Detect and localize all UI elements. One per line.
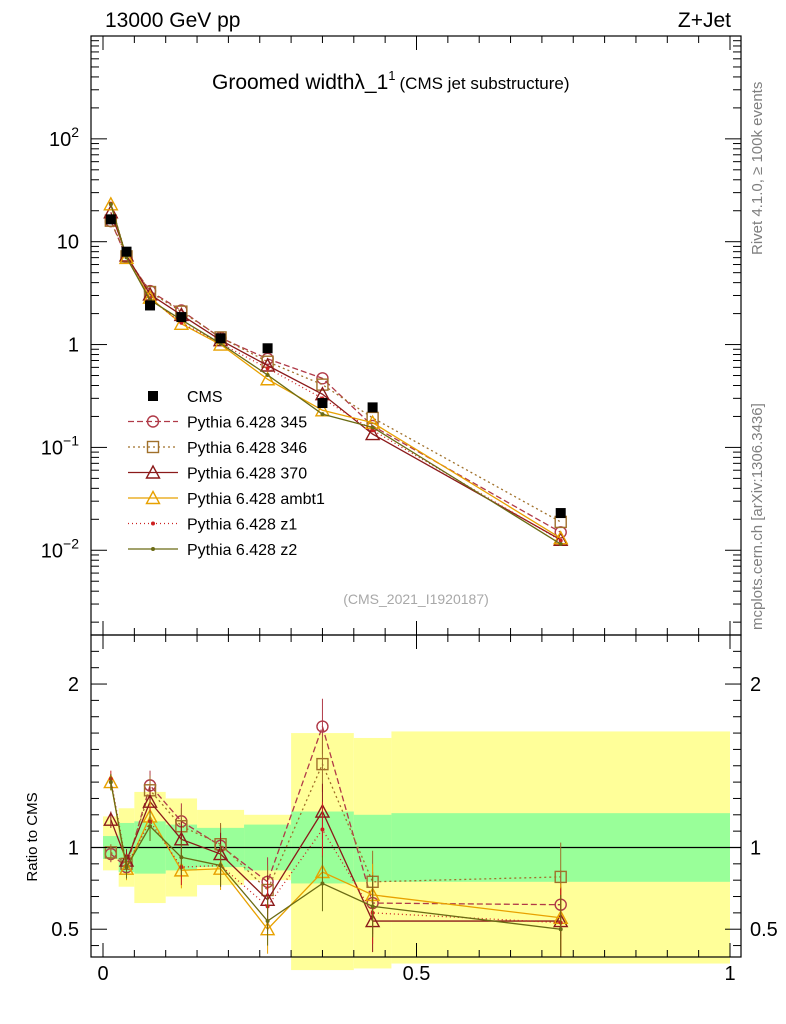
upper-series-point [558, 542, 563, 547]
upper-series-line [110, 203, 562, 542]
legend-label: Pythia 6.428 346 [187, 440, 307, 457]
legend-cms-label: CMS [187, 389, 223, 406]
ratio-series-point [316, 720, 329, 733]
cms-data-point [105, 214, 116, 225]
lower-y-tick-label-right: 2 [750, 674, 761, 696]
ratio-series-point [108, 780, 113, 785]
upper-series-line [110, 220, 562, 533]
x-tick-label: 1 [724, 963, 735, 985]
legend-marker [145, 464, 161, 479]
upper-series-point [370, 428, 375, 433]
ratio-series-point [218, 863, 223, 868]
legend-label: Pythia 6.428 ambt1 [187, 491, 325, 508]
ratio-series-point [124, 865, 129, 870]
mcplots-credit: mcplots.cern.ch [arXiv:1306.3436] [749, 403, 766, 630]
ratio-series-point [104, 846, 118, 859]
upper-series-point [370, 425, 375, 430]
ratio-series-point [558, 927, 563, 932]
tick-exponent: 2 [71, 124, 79, 140]
ratio-uncertainty-bands [103, 731, 730, 971]
legend-marker [146, 415, 160, 428]
legend-label: Pythia 6.428 345 [187, 415, 307, 432]
cms-data-point [317, 398, 328, 409]
tick-base: 10 [41, 437, 63, 459]
upper-series-point [173, 315, 190, 331]
process-label: Z+Jet [678, 9, 731, 32]
upper-series-point [316, 378, 329, 391]
upper-series-point [558, 538, 563, 543]
ratio-series-point [370, 904, 375, 909]
tick-exponent: −2 [63, 535, 79, 551]
legend-label: Pythia 6.428 z1 [187, 517, 297, 534]
upper-series-line [110, 220, 562, 523]
legend-marker [151, 521, 155, 526]
ratio-series-point [265, 919, 270, 924]
upper-series-point [108, 202, 113, 207]
cms-data-point [176, 312, 187, 323]
tick-base: 10 [57, 232, 79, 254]
legend: CMS Pythia 6.428 345 Pythia 6.428 346 Pythi… [128, 389, 325, 559]
x-tick-label: 0 [97, 963, 108, 985]
upper-series-point [364, 426, 381, 441]
upper-series-point [259, 371, 276, 386]
upper-series-point [265, 366, 270, 371]
cms-data-point [367, 402, 378, 413]
upper-series-point [259, 357, 276, 372]
upper-y-tick-label: 102 [49, 124, 79, 151]
cms-data-point [262, 343, 273, 354]
lower-y-tick-label: 2 [68, 674, 79, 696]
tick-base: 1 [68, 335, 79, 357]
ratio-series-point [320, 881, 325, 886]
upper-y-tick-label: 10 [57, 232, 79, 254]
cms-data-point [555, 508, 566, 519]
ratio-series-point [320, 827, 325, 832]
ratio-series-point [316, 757, 329, 771]
tick-exponent: −1 [63, 432, 79, 448]
analysis-watermark: (CMS_2021_I1920187) [343, 591, 489, 607]
legend-marker [145, 490, 161, 505]
legend-label: Pythia 6.428 370 [187, 466, 307, 483]
upper-series-point [103, 196, 119, 211]
ratio-series-point [103, 811, 119, 826]
plot-title-suffix: (CMS jet substructure) [400, 74, 570, 93]
ratio-series-point [148, 824, 153, 829]
upper-y-tick-label: 10−1 [41, 432, 79, 459]
upper-series-point [118, 249, 135, 265]
upper-y-tick-label: 1 [68, 335, 79, 357]
x-tick-label: 0.5 [403, 963, 431, 985]
legend-cms-marker [148, 391, 158, 401]
cms-data-point [121, 246, 132, 257]
plot-title: Groomed widthλ_11 (CMS jet substructure) [212, 68, 570, 94]
ratio-series-point [554, 870, 567, 884]
upper-y-tick-label: 10−2 [41, 535, 79, 562]
legend-label: Pythia 6.428 z2 [187, 542, 297, 559]
upper-series-point [320, 412, 325, 417]
plot-title-main: Groomed widthλ_1 [212, 71, 388, 94]
upper-series-line [110, 204, 562, 539]
upper-series-point [554, 515, 567, 529]
lower-y-tick-label-right: 0.5 [750, 919, 778, 941]
legend-marker [151, 547, 155, 551]
upper-series-point [212, 336, 229, 351]
ratio-ylabel: Ratio to CMS [24, 792, 41, 881]
cms-data-point [215, 333, 226, 344]
ratio-series-point [179, 855, 184, 860]
upper-series-line [110, 204, 562, 545]
cms-data-point [145, 300, 156, 311]
lower-y-tick-label: 0.5 [51, 919, 79, 941]
legend-marker [146, 440, 160, 454]
lower-y-tick-label: 1 [68, 837, 79, 859]
tick-base: 10 [41, 540, 63, 562]
lower-y-tick-label-right: 1 [750, 837, 761, 859]
plot-title-sup: 1 [388, 68, 395, 83]
upper-series-point [265, 372, 270, 377]
upper-series-line [110, 212, 562, 541]
upper-series-point [316, 372, 329, 385]
rivet-version: Rivet 4.1.0, ≥ 100k events [749, 82, 766, 255]
tick-base: 10 [49, 129, 71, 151]
energy-label: 13000 GeV pp [105, 9, 240, 32]
series-layer [103, 196, 569, 957]
